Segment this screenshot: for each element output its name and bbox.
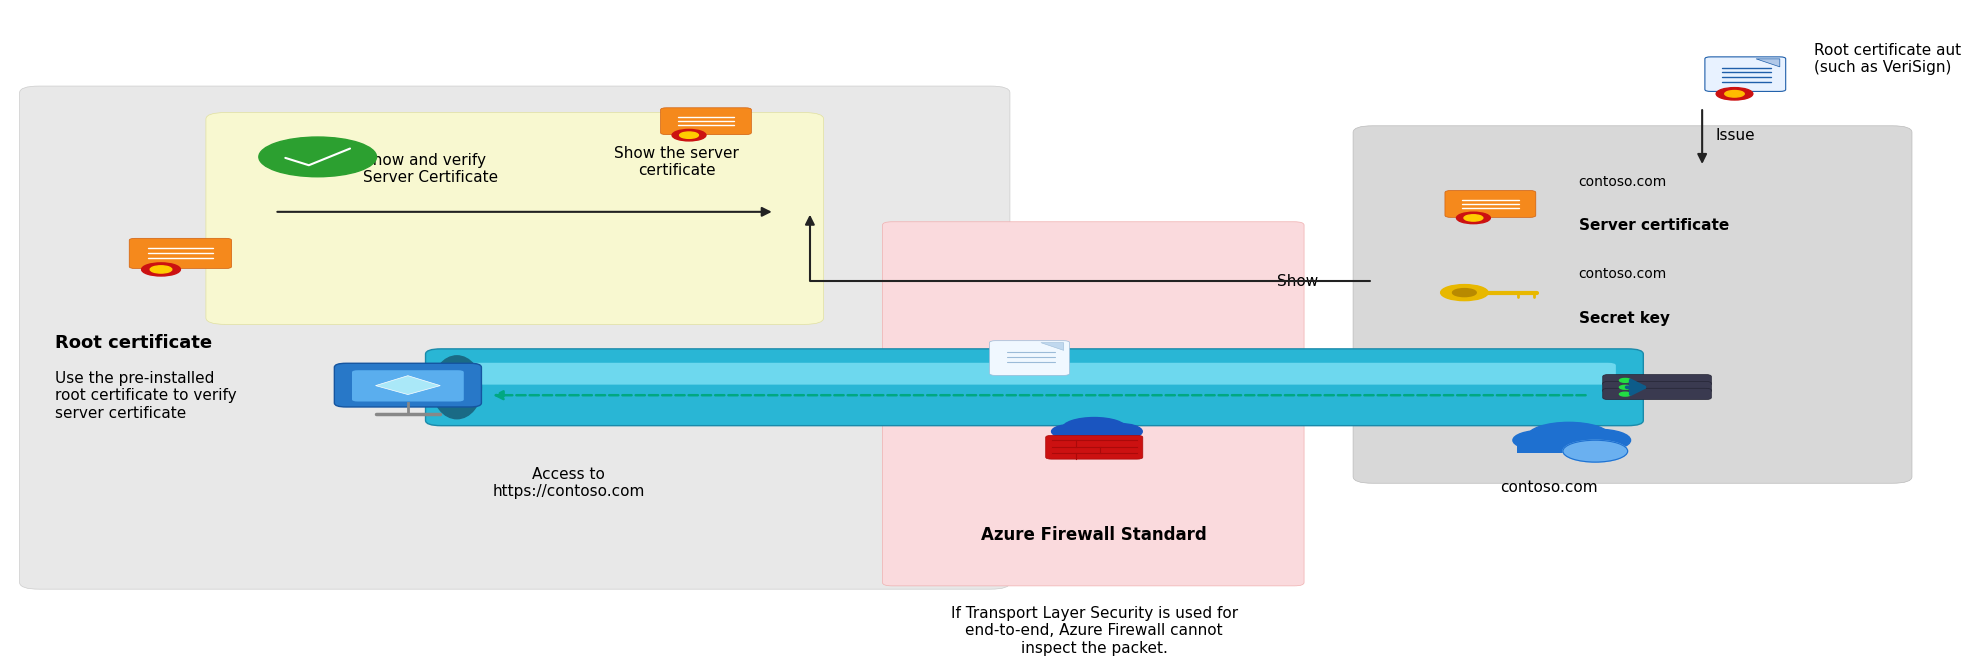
FancyBboxPatch shape [1518,438,1620,453]
Text: contoso.com: contoso.com [1579,175,1667,189]
FancyBboxPatch shape [1353,126,1912,483]
Ellipse shape [433,356,482,419]
Text: Root certificate: Root certificate [55,334,212,352]
Text: Access to
https://contoso.com: Access to https://contoso.com [492,467,645,499]
FancyBboxPatch shape [206,113,824,324]
Circle shape [141,263,180,276]
FancyBboxPatch shape [1602,381,1712,393]
FancyBboxPatch shape [1045,436,1143,459]
Circle shape [1620,392,1632,396]
FancyBboxPatch shape [661,108,751,134]
Text: Root certificate authority
(such as VeriSign): Root certificate authority (such as Veri… [1814,43,1961,75]
Text: Issue: Issue [1716,128,1755,143]
Text: Azure Firewall Standard: Azure Firewall Standard [980,526,1208,544]
Circle shape [1620,379,1632,383]
Circle shape [1620,385,1632,389]
Circle shape [1457,213,1490,224]
Circle shape [680,132,698,138]
FancyBboxPatch shape [1445,191,1535,217]
Text: If Transport Layer Security is used for
end-to-end, Azure Firewall cannot
inspec: If Transport Layer Security is used for … [951,606,1237,655]
Circle shape [1514,430,1573,450]
Text: Server certificate: Server certificate [1579,218,1730,234]
FancyBboxPatch shape [1057,429,1131,438]
Circle shape [259,137,377,177]
FancyBboxPatch shape [353,370,465,401]
Text: contoso.com: contoso.com [1579,267,1667,281]
Text: Show the server
certificate: Show the server certificate [614,146,739,178]
Circle shape [1528,422,1610,450]
FancyBboxPatch shape [1602,375,1712,386]
FancyBboxPatch shape [333,363,482,407]
FancyBboxPatch shape [129,238,231,269]
Polygon shape [377,376,439,395]
FancyBboxPatch shape [1704,57,1786,91]
Circle shape [1051,424,1094,439]
FancyBboxPatch shape [1602,389,1712,400]
Text: Show and verify
Server Certificate: Show and verify Server Certificate [363,153,498,185]
FancyBboxPatch shape [426,349,1643,426]
Circle shape [151,265,173,273]
Circle shape [1726,91,1743,97]
Circle shape [1441,285,1488,301]
Text: Secret key: Secret key [1579,311,1669,326]
FancyBboxPatch shape [882,222,1304,586]
Circle shape [1063,418,1126,439]
Circle shape [1094,424,1141,440]
Circle shape [1567,429,1632,451]
Text: contoso.com: contoso.com [1500,480,1598,495]
Circle shape [1563,440,1628,462]
Text: Use the pre-installed
root certificate to verify
server certificate: Use the pre-installed root certificate t… [55,371,237,420]
Polygon shape [1757,59,1781,67]
Circle shape [1465,214,1483,221]
Circle shape [1453,289,1477,297]
Circle shape [1716,87,1753,100]
FancyBboxPatch shape [990,341,1069,375]
Polygon shape [1041,343,1063,350]
Circle shape [673,130,706,141]
FancyBboxPatch shape [20,86,1010,589]
FancyBboxPatch shape [453,363,1616,385]
Text: Show: Show [1277,274,1318,289]
